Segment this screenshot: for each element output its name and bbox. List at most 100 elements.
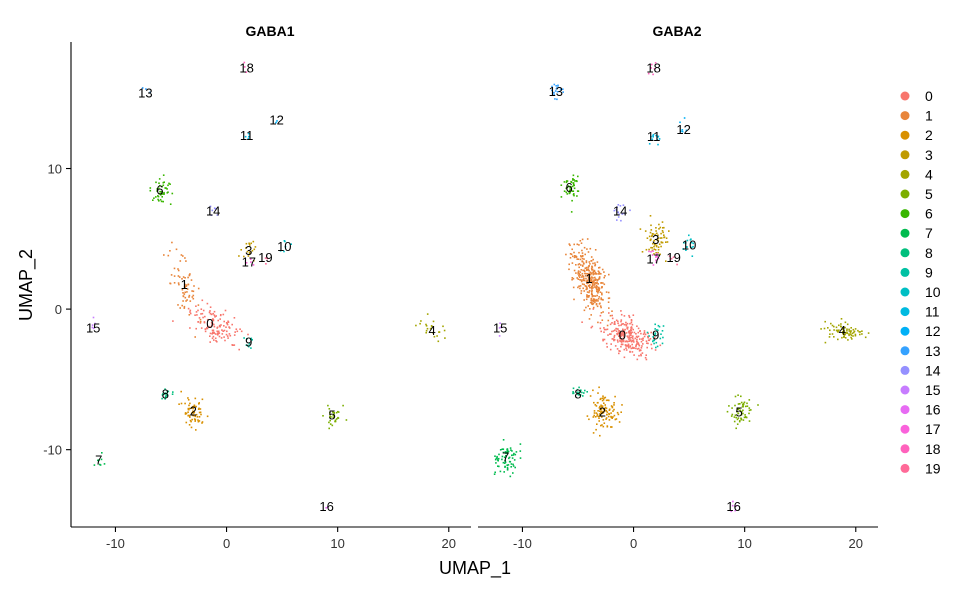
data-point bbox=[196, 314, 198, 316]
data-point bbox=[824, 341, 827, 344]
data-point bbox=[193, 285, 195, 287]
data-point bbox=[602, 408, 605, 410]
data-point bbox=[615, 319, 618, 322]
data-point bbox=[231, 323, 233, 326]
data-point bbox=[512, 454, 515, 456]
legend-key bbox=[900, 346, 910, 356]
data-point bbox=[603, 327, 605, 329]
data-point bbox=[580, 279, 583, 281]
data-point bbox=[632, 328, 634, 331]
data-point bbox=[322, 415, 324, 417]
data-point bbox=[632, 339, 635, 341]
data-point bbox=[567, 185, 570, 187]
data-point bbox=[657, 240, 660, 242]
data-point bbox=[601, 416, 603, 418]
data-point bbox=[519, 443, 522, 445]
data-point bbox=[635, 345, 637, 348]
data-point bbox=[506, 448, 509, 450]
data-point bbox=[643, 335, 646, 338]
data-point bbox=[514, 466, 516, 469]
data-point bbox=[551, 89, 553, 92]
data-point bbox=[192, 290, 195, 293]
data-point bbox=[581, 238, 584, 241]
data-point bbox=[618, 332, 621, 334]
data-point bbox=[591, 265, 593, 268]
data-point bbox=[238, 348, 240, 351]
data-point bbox=[505, 454, 507, 457]
data-point bbox=[748, 409, 751, 412]
data-point bbox=[640, 353, 642, 356]
data-point bbox=[660, 333, 662, 335]
data-point bbox=[218, 324, 221, 327]
data-point bbox=[854, 334, 857, 337]
data-point bbox=[250, 261, 252, 263]
data-point bbox=[596, 423, 598, 425]
data-point bbox=[629, 209, 631, 212]
data-point bbox=[572, 179, 574, 181]
data-point bbox=[215, 340, 217, 342]
data-point bbox=[620, 341, 623, 343]
data-point bbox=[573, 269, 576, 272]
data-point bbox=[198, 416, 201, 418]
data-point bbox=[497, 465, 499, 467]
data-point bbox=[841, 336, 843, 339]
data-point bbox=[742, 403, 744, 406]
data-point bbox=[640, 332, 642, 335]
legend-label: 11 bbox=[925, 304, 940, 320]
data-point bbox=[599, 314, 602, 317]
data-point bbox=[607, 297, 610, 300]
data-point bbox=[506, 464, 508, 466]
data-point bbox=[200, 313, 202, 315]
data-point bbox=[601, 293, 603, 296]
data-point bbox=[607, 399, 609, 401]
data-point bbox=[598, 386, 600, 389]
data-point bbox=[652, 135, 654, 137]
data-point bbox=[597, 401, 599, 404]
data-point bbox=[197, 304, 200, 306]
data-point bbox=[224, 309, 227, 312]
data-point bbox=[329, 419, 331, 422]
data-point bbox=[577, 263, 580, 266]
data-point bbox=[164, 393, 166, 395]
data-point bbox=[499, 470, 502, 473]
data-point bbox=[198, 317, 201, 319]
data-point bbox=[593, 270, 596, 273]
data-point bbox=[645, 354, 647, 356]
data-point bbox=[189, 327, 191, 329]
legend-label: 0 bbox=[925, 88, 933, 104]
data-point bbox=[335, 411, 338, 414]
data-point bbox=[183, 305, 186, 308]
data-point bbox=[433, 335, 436, 338]
data-point bbox=[627, 344, 629, 347]
data-point bbox=[655, 230, 657, 232]
data-point bbox=[740, 417, 742, 420]
data-point bbox=[499, 326, 502, 329]
data-point bbox=[602, 311, 604, 313]
data-point bbox=[162, 193, 164, 195]
cluster-label: 19 bbox=[666, 250, 680, 265]
cluster-label: 3 bbox=[245, 243, 252, 258]
data-point bbox=[598, 417, 600, 419]
data-point bbox=[597, 292, 599, 294]
data-point bbox=[629, 331, 632, 334]
data-point bbox=[187, 399, 190, 401]
data-point bbox=[586, 275, 589, 277]
data-point bbox=[590, 299, 593, 302]
data-point bbox=[614, 345, 617, 347]
data-point bbox=[733, 416, 736, 418]
data-point bbox=[250, 338, 252, 341]
data-point bbox=[195, 305, 197, 307]
cluster-7-points bbox=[93, 452, 106, 466]
data-point bbox=[508, 456, 511, 459]
data-point bbox=[661, 230, 664, 232]
data-point bbox=[498, 453, 500, 456]
data-point bbox=[599, 291, 602, 293]
data-point bbox=[569, 253, 572, 255]
cluster-10-points bbox=[279, 240, 292, 253]
data-point bbox=[194, 397, 197, 400]
data-point bbox=[603, 407, 606, 410]
data-point bbox=[216, 340, 218, 343]
data-point bbox=[589, 278, 591, 280]
data-point bbox=[214, 337, 217, 340]
